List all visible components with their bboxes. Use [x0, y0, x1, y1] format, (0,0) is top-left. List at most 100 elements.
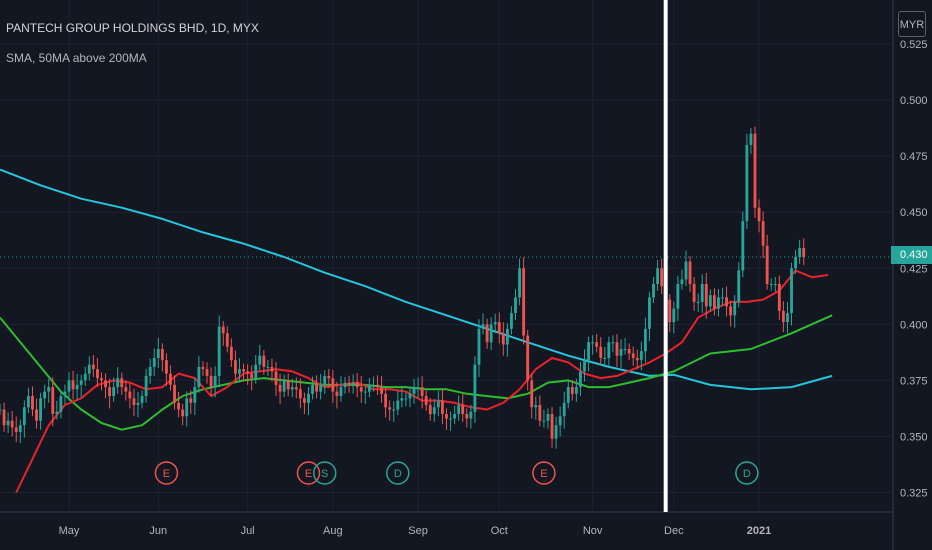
candle-body [165, 360, 168, 374]
candle-body [189, 398, 193, 403]
candle-body [798, 248, 802, 258]
candle-body [765, 245, 769, 284]
x-tick-label: Sep [408, 525, 428, 537]
candle-body [173, 384, 176, 403]
x-tick-label: Oct [491, 525, 508, 537]
candle-body [652, 283, 655, 298]
candle-body [607, 342, 611, 358]
candle-body [538, 405, 542, 421]
candle-body [132, 398, 136, 406]
candle-body [570, 387, 574, 394]
svg-text:E: E [540, 468, 547, 480]
candle-body [477, 328, 481, 365]
candle-body [250, 373, 254, 379]
candle-body [128, 391, 132, 399]
candle-body [363, 391, 367, 393]
candle-body [63, 391, 67, 397]
candle-body [59, 396, 63, 412]
svg-text:E: E [305, 468, 312, 480]
candle-body [307, 393, 310, 403]
candle-body [343, 382, 347, 388]
candle-body [327, 375, 331, 379]
candle-body [91, 364, 95, 370]
currency-button[interactable]: MYR [898, 11, 926, 37]
candle-body [457, 405, 461, 415]
candle-body [242, 369, 245, 372]
candle-body [794, 257, 798, 269]
x-tick-label: Dec [664, 525, 684, 537]
candle-body [258, 355, 262, 365]
candle-body [282, 380, 286, 392]
candle-body [631, 353, 635, 358]
candle-body [104, 380, 107, 388]
y-tick-label: 0.350 [900, 431, 928, 443]
indicator-label[interactable]: SMA, 50MA above 200MA [6, 51, 147, 65]
candle-body [205, 369, 209, 376]
candle-body [335, 391, 339, 397]
last-price-tag: 0.430 [891, 246, 932, 264]
event-marker-d[interactable]: D [735, 461, 759, 485]
candle-body [315, 384, 319, 392]
candle-body [39, 398, 43, 421]
candle-body [672, 308, 676, 323]
candle-body [303, 398, 306, 403]
candle-body [465, 414, 469, 419]
event-marker-e[interactable]: E [296, 461, 321, 485]
candle-body [688, 261, 692, 284]
candle-body [595, 342, 599, 347]
candle-body [416, 387, 420, 389]
svg-text:D: D [743, 468, 751, 480]
candle-body [786, 313, 789, 323]
candle-body [802, 248, 806, 258]
candle-body [615, 342, 619, 356]
candle-body [729, 306, 733, 316]
candle-body [286, 380, 290, 390]
candle-body [193, 387, 197, 403]
candle-body [684, 261, 688, 280]
candle-body [554, 425, 558, 439]
candle-body [769, 283, 773, 285]
candle-body [583, 360, 586, 372]
candle-body [412, 387, 416, 394]
candle-body [453, 414, 457, 419]
candle-body [238, 369, 241, 374]
candle-body [712, 295, 716, 309]
candle-body [753, 133, 757, 208]
candle-body [229, 346, 233, 361]
candle-body [542, 420, 546, 422]
candle-body [696, 301, 700, 303]
candle-body [221, 326, 225, 334]
candle-body [278, 384, 282, 392]
candle-body [169, 373, 172, 385]
candle-body [140, 396, 144, 403]
candle-body [619, 348, 623, 356]
candle-body [574, 387, 578, 394]
candle-body [530, 380, 534, 408]
svg-text:D: D [394, 468, 402, 480]
candle-body [213, 375, 217, 388]
candle-body [510, 313, 513, 329]
candle-body [95, 369, 99, 379]
candle-body [47, 387, 51, 392]
candle-body [148, 366, 152, 376]
candle-body [319, 384, 323, 392]
event-marker-d[interactable]: D [386, 461, 410, 485]
candle-body [408, 393, 412, 399]
candle-body [550, 414, 554, 439]
candle-body [497, 322, 501, 334]
x-tick-label: 2021 [747, 525, 771, 537]
event-marker-e[interactable]: E [532, 461, 556, 485]
candle-body [469, 411, 473, 419]
event-marker-e[interactable]: E [154, 461, 179, 485]
event-marker-s[interactable]: S [312, 461, 337, 485]
candle-body [489, 324, 493, 343]
candle-body [461, 405, 465, 415]
x-tick-label: May [59, 525, 80, 537]
candle-body [246, 371, 250, 374]
candle-body [254, 364, 258, 379]
candle-body [400, 398, 404, 401]
candle-body [558, 416, 562, 426]
svg-text:S: S [321, 468, 328, 480]
candle-body [339, 387, 343, 397]
